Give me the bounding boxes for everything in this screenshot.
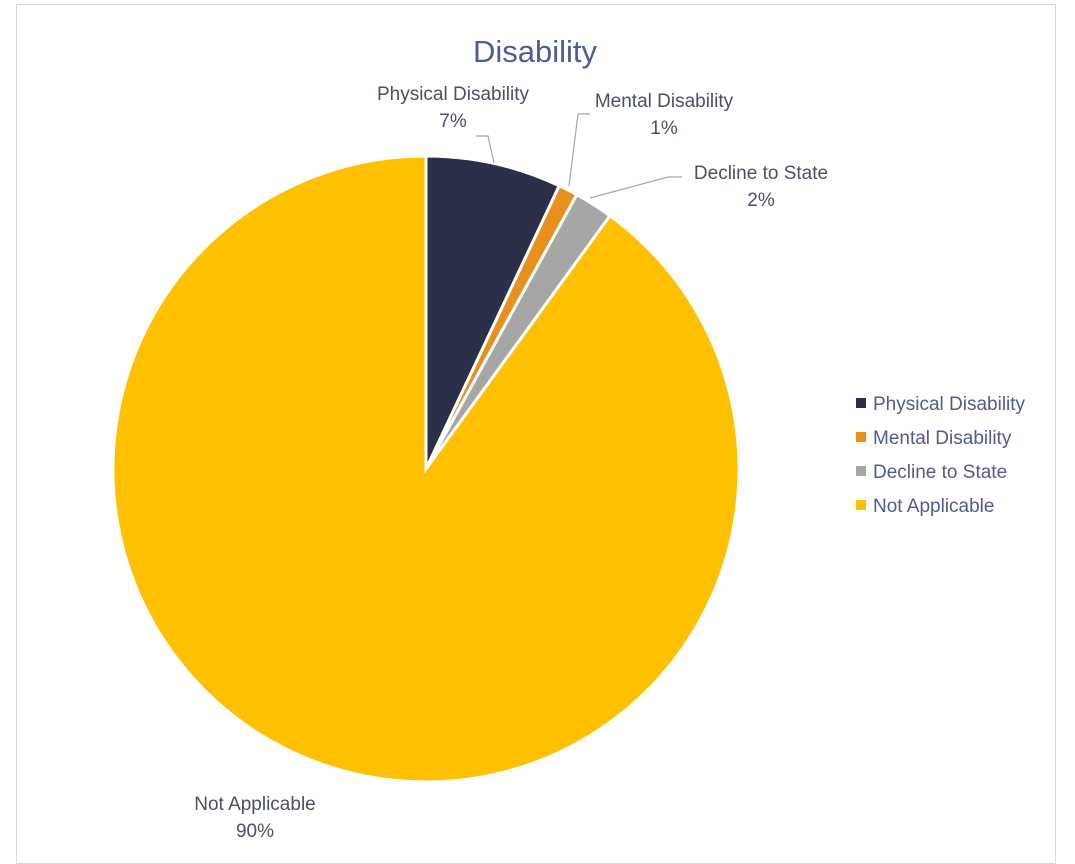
chart-title: Disability bbox=[473, 34, 598, 69]
data-label-percent-not-applicable: 90% bbox=[236, 821, 274, 842]
legend-item-decline-to-state: Decline to State bbox=[856, 462, 1007, 483]
leader-line-decline-to-state bbox=[589, 176, 682, 199]
pie-slice-physical-disability bbox=[424, 154, 562, 470]
leader-line-mental-disability bbox=[568, 113, 590, 187]
legend-item-not-applicable: Not Applicable bbox=[856, 496, 994, 517]
leader-line-physical-disability bbox=[476, 135, 495, 164]
data-labels: Physical Disability 7% Mental Disability 1%… bbox=[194, 84, 828, 842]
data-label-name-physical-disability: Physical Disability bbox=[377, 84, 530, 105]
legend-label-decline-to-state: Decline to State bbox=[873, 462, 1007, 483]
leader-lines bbox=[476, 113, 682, 199]
data-label-percent-physical-disability: 7% bbox=[439, 111, 467, 132]
pie-slice-not-applicable bbox=[111, 154, 741, 784]
legend-swatch-decline-to-state bbox=[856, 466, 866, 476]
legend-swatch-not-applicable bbox=[856, 500, 866, 510]
legend: Physical Disability Mental Disability Decl… bbox=[856, 394, 1026, 517]
data-label-name-not-applicable: Not Applicable bbox=[194, 794, 315, 815]
pie-slices bbox=[111, 154, 741, 784]
data-label-percent-decline-to-state: 2% bbox=[747, 190, 775, 211]
data-label-percent-mental-disability: 1% bbox=[650, 118, 678, 139]
legend-item-mental-disability: Mental Disability bbox=[856, 428, 1012, 449]
legend-label-physical-disability: Physical Disability bbox=[873, 394, 1026, 415]
legend-swatch-mental-disability bbox=[856, 432, 866, 442]
data-label-name-mental-disability: Mental Disability bbox=[595, 91, 734, 112]
legend-item-physical-disability: Physical Disability bbox=[856, 394, 1026, 415]
legend-label-not-applicable: Not Applicable bbox=[873, 496, 994, 517]
data-label-name-decline-to-state: Decline to State bbox=[694, 163, 828, 184]
legend-swatch-physical-disability bbox=[856, 398, 866, 408]
legend-label-mental-disability: Mental Disability bbox=[873, 428, 1012, 449]
